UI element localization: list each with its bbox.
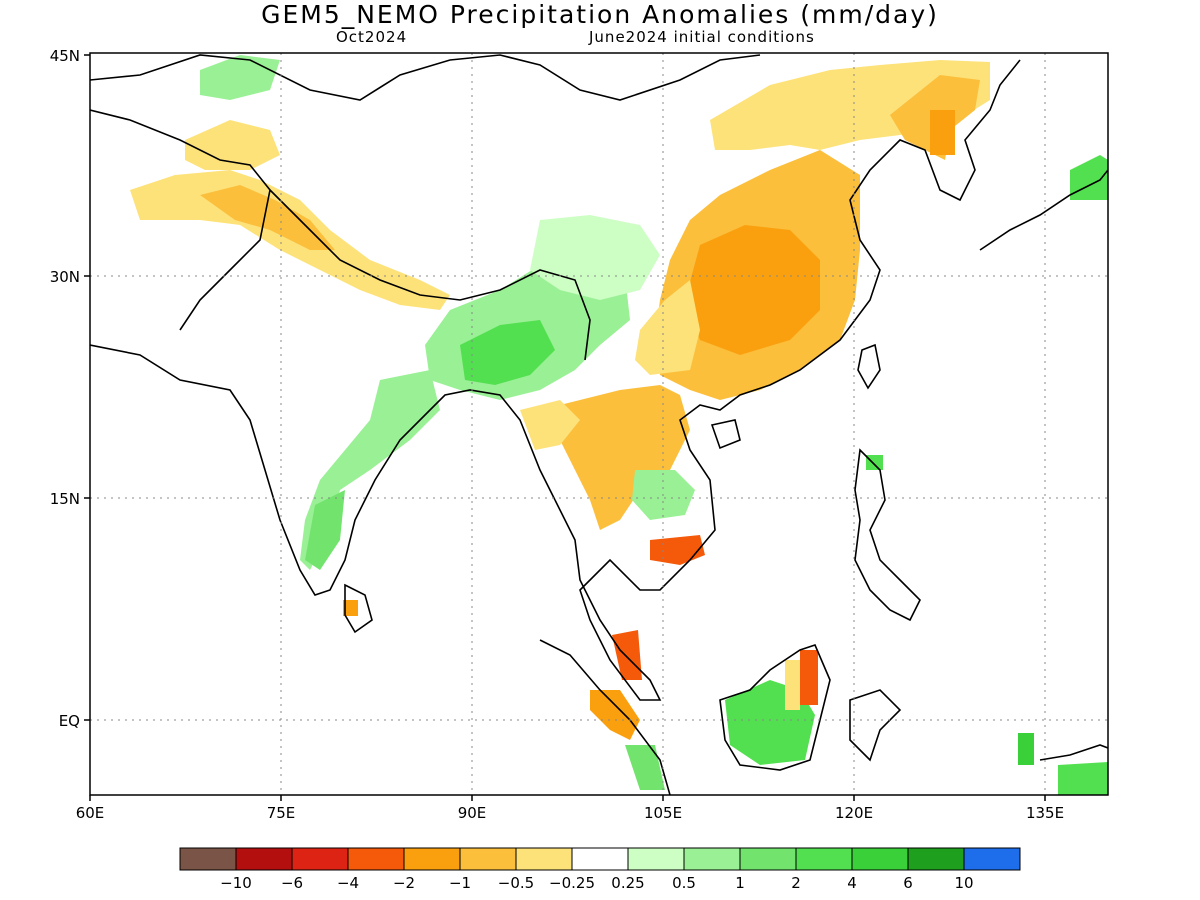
graticule (90, 53, 1108, 795)
colorbar-swatch (795, 847, 853, 871)
colorbar-swatch (963, 847, 1021, 871)
colorbar-tick-label: −0.25 (549, 874, 595, 892)
sumatra-coastline (539, 639, 671, 795)
colorbar-tick-label: 4 (847, 874, 857, 892)
anomaly-japan-wet (1070, 155, 1108, 200)
anomaly-yellow-edge-china (635, 280, 700, 375)
lon-label-105e: 105E (644, 804, 682, 822)
anomaly-borneo-mild-dry (785, 660, 800, 710)
anomaly-india-east-wet (300, 370, 440, 570)
anomaly-tibet-light-wet (530, 215, 660, 300)
lat-label-eq: EQ (59, 712, 80, 730)
philippines-coastline (854, 448, 921, 622)
anomaly-korea-strait-dry (930, 110, 955, 155)
anomaly-kashmir-dry (200, 185, 335, 250)
colorbar-swatch (403, 847, 461, 871)
new-guinea-coastline (1039, 744, 1108, 761)
anomaly-sumatra-dry (590, 690, 640, 740)
anomaly-north-borneo-dry (800, 650, 818, 705)
map-title: GEM5_NEMO Precipitation Anomalies (mm/da… (261, 0, 939, 29)
sulawesi-coastline (849, 689, 902, 762)
colorbar-swatch (235, 847, 293, 871)
anomaly-bangladesh-wet-core (460, 320, 555, 385)
colorbar-swatch (851, 847, 909, 871)
tibet-border (269, 189, 591, 361)
taiwan-coastline (857, 343, 881, 390)
anomaly-kazakh-wet (200, 55, 280, 100)
colorbar-tick-label: 6 (903, 874, 913, 892)
lat-label-45n: 45N (50, 47, 80, 65)
colorbar-swatch (291, 847, 349, 871)
anomaly-new-guinea-wet (1058, 762, 1108, 795)
lon-label-60e: 60E (76, 804, 105, 822)
lon-label-120e: 120E (835, 804, 873, 822)
colorbar-swatch (459, 847, 517, 871)
initial-conditions-subtitle: June2024 initial conditions (589, 28, 815, 46)
colorbar-swatch (683, 847, 741, 871)
anomaly-molucca-wet (1018, 733, 1034, 765)
colorbar-tick-label: 0.5 (672, 874, 696, 892)
axis-ticks (84, 54, 1046, 801)
map-frame (89, 52, 1109, 796)
colorbar-labels: −10 −6 −4 −2 −1 −0.5 −0.25 0.25 0.5 1 2 4 6 10 (220, 874, 973, 892)
colorbar (179, 847, 1021, 871)
india-coastline (90, 344, 556, 596)
colorbar-tick-label: −0.5 (498, 874, 534, 892)
lon-label-75e: 75E (267, 804, 296, 822)
colorbar-tick-label: −6 (281, 874, 303, 892)
anomaly-burma-mild-dry (520, 400, 580, 450)
anomaly-malay-dry-strong (612, 630, 642, 680)
colorbar-tick-label: 2 (791, 874, 801, 892)
anomaly-srilanka-dry-cell (343, 600, 358, 616)
anomaly-india-south-wet (305, 490, 345, 570)
china-north-border (90, 54, 761, 101)
indochina-coastline (554, 59, 1021, 701)
anomaly-cambodia-dry-strong (650, 535, 705, 565)
lat-label-30n: 30N (50, 268, 80, 286)
lon-label-90e: 90E (458, 804, 487, 822)
anomaly-philippines-wet (866, 455, 883, 470)
anomaly-fields (130, 55, 1108, 795)
colorbar-tick-label: 1 (735, 874, 745, 892)
colorbar-tick-label: −1 (449, 874, 471, 892)
colorbar-swatch (907, 847, 965, 871)
colorbar-tick-label: 10 (954, 874, 973, 892)
central-asia-border (90, 109, 271, 331)
anomaly-pamir-dry (185, 120, 280, 170)
colorbar-swatch (627, 847, 685, 871)
colorbar-swatch (179, 847, 237, 871)
colorbar-swatch (515, 847, 573, 871)
hainan-coastline (710, 419, 741, 450)
colorbar-tick-label: −2 (393, 874, 415, 892)
borneo-coastline (719, 644, 831, 771)
colorbar-tick-label: −10 (220, 874, 252, 892)
colorbar-tick-label: −4 (337, 874, 359, 892)
colorbar-swatch (571, 847, 629, 871)
colorbar-swatch (739, 847, 797, 871)
japan-coastline (979, 169, 1108, 251)
forecast-month-subtitle: Oct2024 (336, 28, 408, 46)
lat-label-15n: 15N (50, 490, 80, 508)
srilanka-coastline (344, 583, 373, 634)
colorbar-tick-label: 0.25 (611, 874, 644, 892)
coastlines-and-borders (90, 54, 1108, 795)
lon-label-135e: 135E (1026, 804, 1064, 822)
colorbar-swatch (347, 847, 405, 871)
anomaly-sumatra-south-wet (625, 745, 665, 790)
anomaly-central-china-dry-core (685, 225, 820, 355)
